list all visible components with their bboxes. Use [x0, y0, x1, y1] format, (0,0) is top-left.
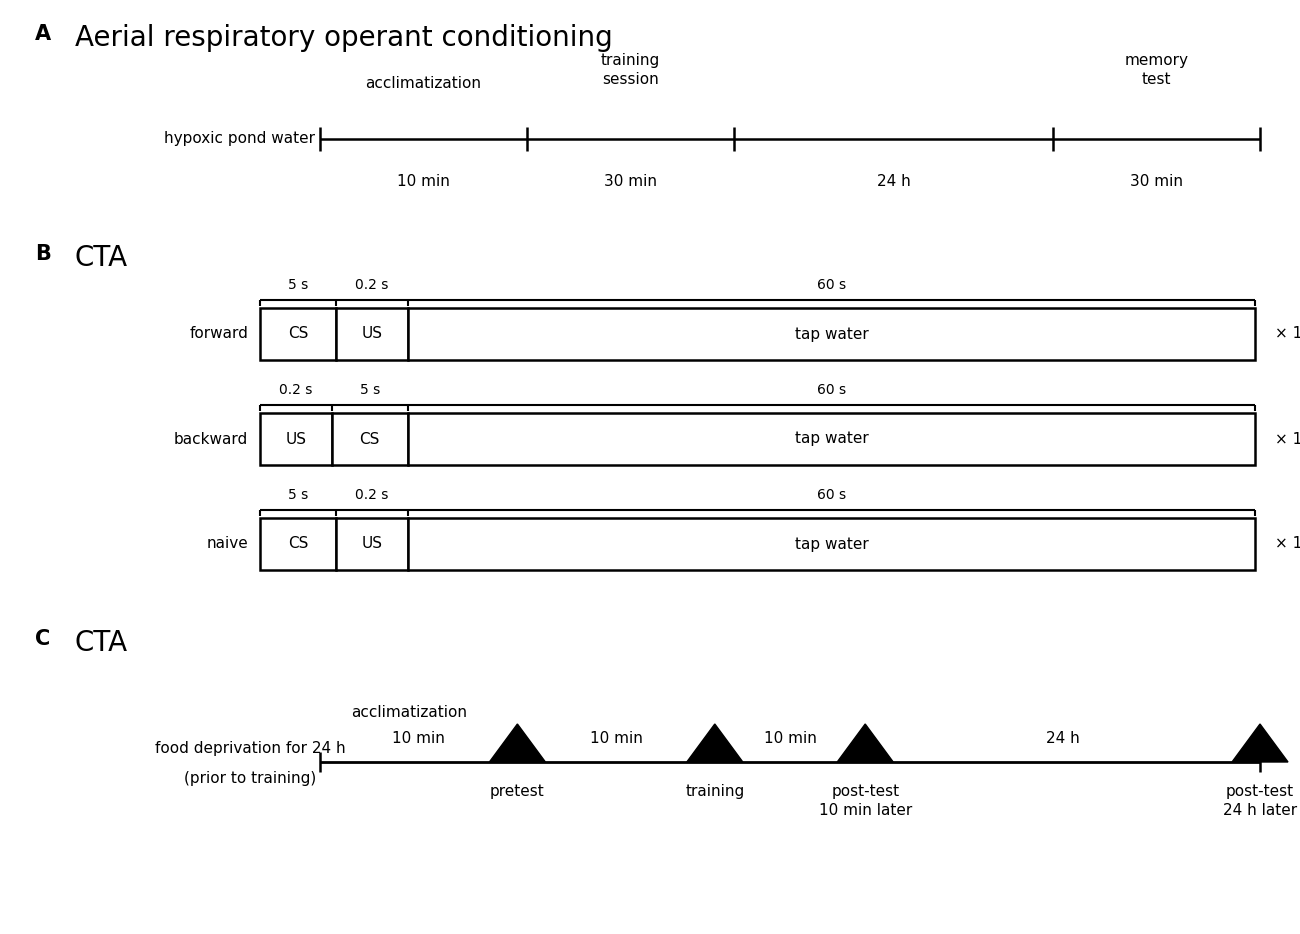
Text: CTA: CTA: [75, 629, 129, 657]
Text: naive: naive: [207, 536, 248, 551]
Text: tap water: tap water: [794, 536, 868, 551]
Text: 60 s: 60 s: [816, 278, 846, 292]
Text: CS: CS: [289, 327, 308, 342]
Text: A: A: [35, 24, 51, 44]
Polygon shape: [686, 724, 742, 762]
Text: memory
test: memory test: [1124, 53, 1188, 87]
Text: US: US: [285, 432, 307, 446]
Bar: [337, 518, 408, 570]
Text: 5 s: 5 s: [289, 278, 308, 292]
Text: 0.2 s: 0.2 s: [280, 383, 312, 397]
Bar: [260, 308, 337, 360]
Text: 10 min: 10 min: [763, 731, 816, 746]
Text: training: training: [685, 784, 745, 799]
Text: (prior to training): (prior to training): [183, 771, 316, 786]
Text: 30 min: 30 min: [1130, 174, 1183, 189]
Text: B: B: [35, 244, 51, 264]
Text: 24 h: 24 h: [876, 174, 910, 189]
Text: CTA: CTA: [75, 244, 129, 272]
Bar: [337, 308, 408, 360]
Text: × 10: × 10: [1275, 536, 1300, 551]
Text: 10 min: 10 min: [590, 731, 642, 746]
Bar: [408, 413, 1254, 465]
Text: food deprivation for 24 h: food deprivation for 24 h: [155, 742, 346, 757]
Text: acclimatization: acclimatization: [365, 77, 481, 92]
Text: 10 min: 10 min: [396, 174, 450, 189]
Text: training
session: training session: [601, 53, 660, 87]
Text: 5 s: 5 s: [289, 488, 308, 502]
Text: 0.2 s: 0.2 s: [355, 488, 389, 502]
Text: backward: backward: [174, 432, 248, 446]
Bar: [260, 413, 332, 465]
Text: pretest: pretest: [490, 784, 545, 799]
Text: 5 s: 5 s: [360, 383, 380, 397]
Polygon shape: [489, 724, 546, 762]
Text: post-test
24 h later: post-test 24 h later: [1223, 784, 1297, 817]
Text: forward: forward: [188, 327, 248, 342]
Polygon shape: [837, 724, 893, 762]
Bar: [408, 308, 1254, 360]
Bar: [332, 413, 408, 465]
Text: 0.2 s: 0.2 s: [355, 278, 389, 292]
Text: 60 s: 60 s: [816, 383, 846, 397]
Bar: [408, 518, 1254, 570]
Text: C: C: [35, 629, 51, 649]
Text: tap water: tap water: [794, 327, 868, 342]
Text: acclimatization: acclimatization: [351, 705, 467, 720]
Text: 10 min: 10 min: [393, 731, 445, 746]
Text: 24 h: 24 h: [1045, 731, 1079, 746]
Text: hypoxic pond water: hypoxic pond water: [165, 132, 316, 147]
Text: 30 min: 30 min: [603, 174, 656, 189]
Text: × 10: × 10: [1275, 432, 1300, 446]
Text: tap water: tap water: [794, 432, 868, 446]
Text: US: US: [361, 536, 382, 551]
Bar: [260, 518, 337, 570]
Text: CS: CS: [360, 432, 380, 446]
Polygon shape: [1232, 724, 1288, 762]
Text: 60 s: 60 s: [816, 488, 846, 502]
Text: CS: CS: [289, 536, 308, 551]
Text: US: US: [361, 327, 382, 342]
Text: × 10: × 10: [1275, 327, 1300, 342]
Text: post-test
10 min later: post-test 10 min later: [819, 784, 911, 817]
Text: Aerial respiratory operant conditioning: Aerial respiratory operant conditioning: [75, 24, 612, 52]
